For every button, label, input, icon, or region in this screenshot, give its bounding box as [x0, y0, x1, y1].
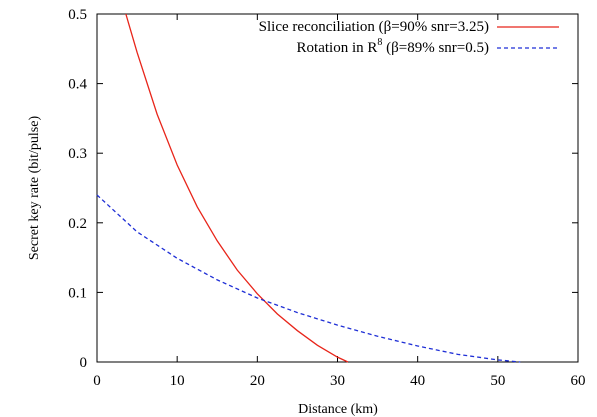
series-line-rotation: [96, 194, 521, 363]
x-tick-label: 60: [571, 373, 586, 389]
x-axis-label: Distance (km): [298, 402, 378, 417]
legend-rotation-main: Rotation in R: [297, 40, 378, 56]
y-tick-label: 0: [80, 355, 88, 371]
x-tick-label: 20: [250, 373, 265, 389]
y-tick-label: 0.5: [68, 7, 87, 23]
x-tick-label: 40: [410, 373, 425, 389]
y-tick-label: 0.4: [68, 77, 87, 93]
legend-entry-slice-label: Slice reconciliation (β=90% snr=3.25): [259, 19, 489, 35]
axis-ticks: 0 10 20 30 40 50 60 0 0.1 0.2 0.3 0.4 0.5: [68, 7, 585, 389]
legend: Slice reconciliation (β=90% snr=3.25) Ro…: [259, 19, 559, 56]
x-tick-label: 0: [93, 373, 101, 389]
legend-entry-rotation-label: Rotation in R8 (β=89% snr=0.5): [297, 37, 489, 56]
plot-frame: [96, 13, 579, 363]
series-lines: [96, 13, 521, 363]
x-tick-label: 10: [170, 373, 185, 389]
legend-rotation-superscript: 8: [377, 37, 382, 48]
x-tick-label: 30: [330, 373, 345, 389]
y-axis-label: Secret key rate (bit/pulse): [27, 116, 42, 261]
series-line-slice-reconciliation: [125, 13, 349, 363]
x-tick-label: 50: [490, 373, 505, 389]
y-tick-label: 0.2: [68, 216, 87, 232]
legend-rotation-rest: (β=89% snr=0.5): [382, 40, 489, 56]
y-tick-label: 0.1: [68, 285, 87, 301]
y-tick-label: 0.3: [68, 146, 87, 162]
